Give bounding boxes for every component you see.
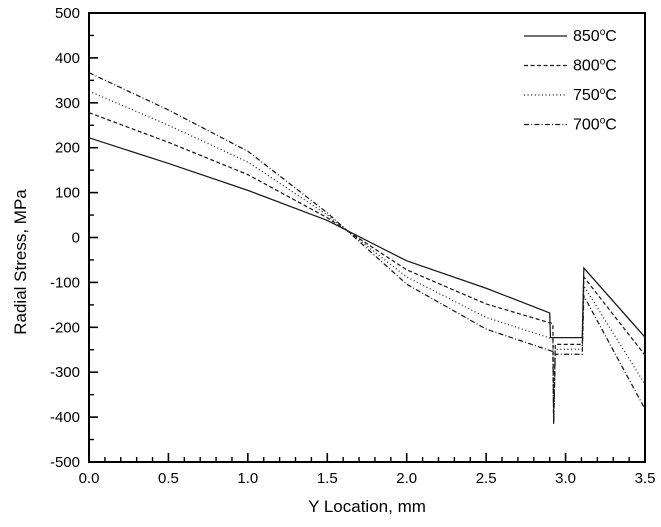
y-tick-label: 200 <box>55 140 80 157</box>
series-700C-line <box>88 72 646 424</box>
legend-label: 850oC <box>573 27 617 45</box>
series-750C-line <box>88 90 646 423</box>
x-tick-label: 3.0 <box>555 470 576 487</box>
legend: 850oC 800oC 750oC 700oC <box>524 27 617 134</box>
y-tick-label: 400 <box>55 50 80 67</box>
x-tick-label: 2.5 <box>476 470 497 487</box>
legend-item-700C: 700oC <box>524 116 617 134</box>
y-tick-label: -500 <box>50 454 80 471</box>
series-850C-line <box>88 137 646 339</box>
y-tick-label: -300 <box>50 364 80 381</box>
y-tick-label: 300 <box>55 95 80 112</box>
y-tick-label: -200 <box>50 319 80 336</box>
x-axis-title: Y Location, mm <box>308 497 426 516</box>
legend-label: 700oC <box>573 116 617 134</box>
legend-item-850C: 850oC <box>524 27 617 45</box>
x-tick-label: 1.5 <box>317 470 338 487</box>
x-tick-label: 1.0 <box>237 470 258 487</box>
y-tick-label: 100 <box>55 185 80 202</box>
x-tick-label: 2.0 <box>396 470 417 487</box>
plot-frame <box>88 12 646 463</box>
legend-label: 800oC <box>573 57 617 75</box>
y-tick-label: 0 <box>72 230 80 247</box>
x-tick-label: 0.0 <box>79 470 100 487</box>
legend-item-750C: 750oC <box>524 86 617 104</box>
legend-item-800C: 800oC <box>524 57 617 75</box>
legend-label: 750oC <box>573 86 617 104</box>
y-tick-label: -100 <box>50 274 80 291</box>
y-axis-title: Radial Stress, MPa <box>11 189 30 335</box>
x-tick-label: 3.5 <box>635 470 656 487</box>
series-800C-line <box>88 112 646 422</box>
x-tick-label: 0.5 <box>158 470 179 487</box>
y-tick-label: 500 <box>55 5 80 22</box>
y-tick-label: -400 <box>50 409 80 426</box>
